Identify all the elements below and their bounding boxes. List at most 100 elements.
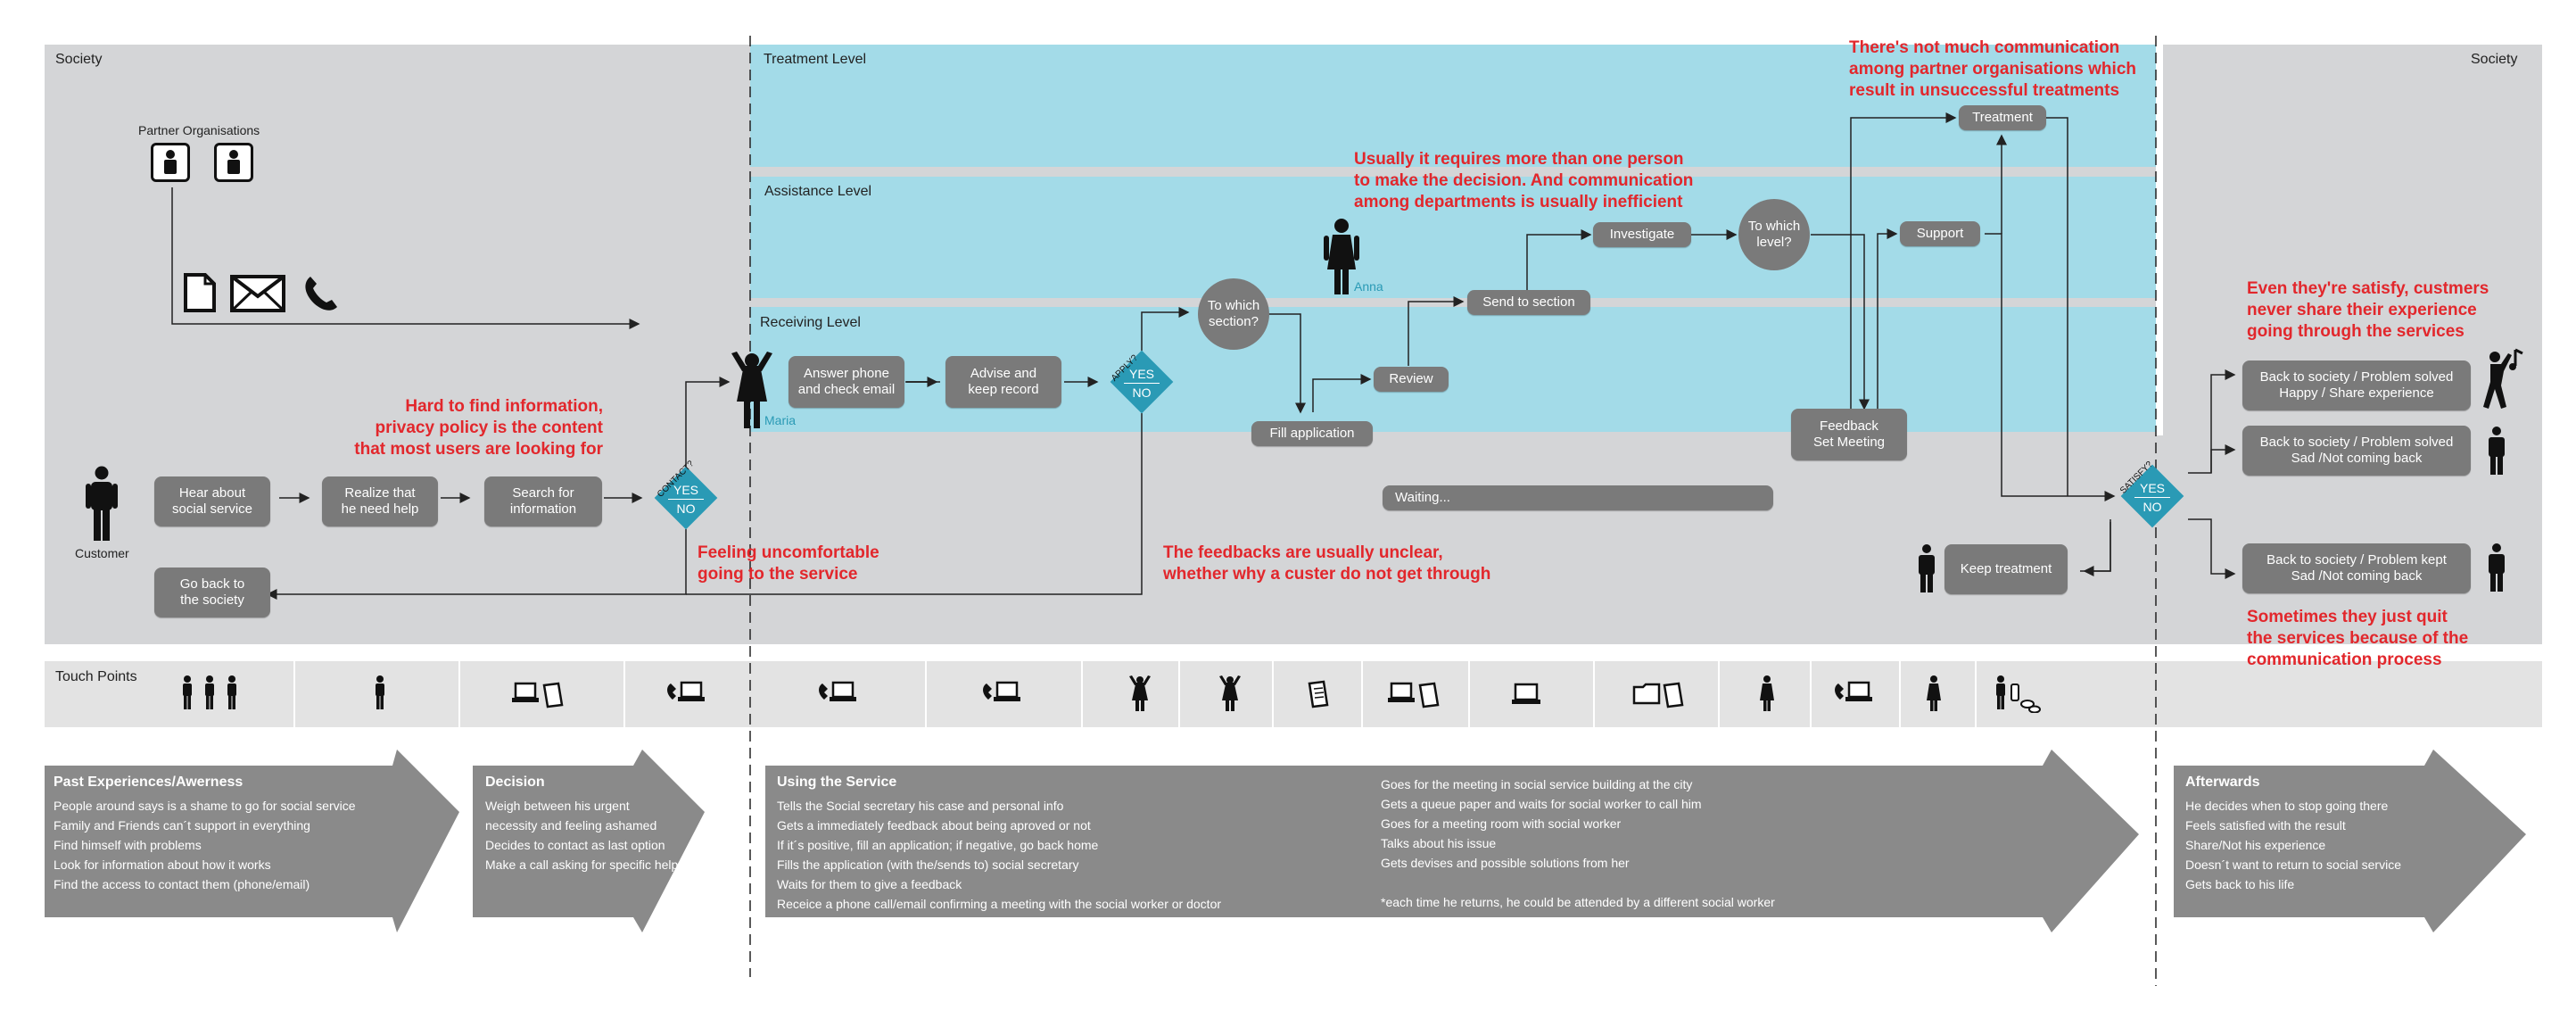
phase-using-footnote: *each time he returns, he could be atten… [1381,895,1775,909]
hear-about-text: Hear about social service [171,485,253,517]
outcome3-person-icon [2489,543,2505,592]
phase-using-item: Gets devises and possible solutions from… [1381,856,1630,870]
woman-icon-2 [1927,675,1941,711]
phase-after-item: Gets back to his life [2185,877,2295,891]
phase-using-item: Fills the application (with the/sends to… [777,857,1079,872]
annotation-uncomfortable: Feeling uncomfortable going to the servi… [698,543,879,584]
which-level-text: To which level? [1747,219,1801,250]
folder-document-icon [1632,682,1684,708]
phase-using-item: Gets a immediately feedback about being … [777,818,1091,833]
phase-using-item: Receice a phone call/email confirming a … [777,897,1222,911]
outcome2-person-icon [2489,427,2505,475]
annotation-quit: Sometimes they just quit the services be… [2247,608,2469,669]
laptop-icon [1512,683,1540,704]
phase-after-title: Afterwards [2185,775,2260,790]
phone-laptop-icon-2 [819,681,856,701]
outcome-sad-kept-node: Back to society / Problem kept Sad /Not … [2242,543,2471,593]
investigate-node: Investigate [1593,222,1691,247]
phase-past-item: Find the access to contact them (phone/e… [54,877,310,891]
outcome-sad-solved-node: Back to society / Problem solved Sad /No… [2242,426,2471,476]
assistance-level-label: Assistance Level [764,184,872,199]
envelope-icon [230,275,285,312]
document-icon [184,273,216,312]
search-text: Search for information [509,485,577,517]
person-medicine-icon [1996,675,2041,713]
answer-phone-text: Answer phone and check email [797,366,896,397]
apply-decision: APPLY? YES NO [1110,350,1174,414]
phase-using-item [1381,873,1775,892]
realize-text: Realize that he need help [341,485,419,517]
phase-after-item: Feels satisfied with the result [2185,818,2346,833]
advise-text: Advise and keep record [968,366,1039,397]
go-back-to-society-node: Go back to the society [154,567,270,617]
apply-no: NO [1132,385,1152,400]
annotation-never-share: Even they're satisfy, custmers never sha… [2247,279,2489,341]
phase-afterwards: Afterwards He decides when to stop going… [2185,775,2401,894]
receiving-level-label: Receiving Level [760,315,861,330]
send-to-section-text: Send to section [1482,294,1575,310]
which-level-circle: To which level? [1738,199,1810,270]
go-back-text: Go back to the society [179,576,245,608]
phase-using-service: Using the Service Tells the Social secre… [777,775,1221,914]
phase-using-item: Talks about his issue [1381,836,1497,850]
annotation-feedbacks-unclear: The feedbacks are usually unclear, wheth… [1163,543,1491,584]
phone-laptop-icon-4 [1835,681,1872,701]
keep-treatment-node: Keep treatment [1944,544,2068,594]
review-node: Review [1374,367,1449,392]
partner-org-icon-2 [214,143,253,182]
phase-using-item: Goes for a meeting room with social work… [1381,816,1622,831]
touch-points-label: Touch Points [55,669,137,684]
phase-using-item: Waits for them to give a feedback [777,877,962,891]
touch-points-band [45,661,2542,727]
which-section-circle: To which section? [1198,278,1269,350]
contact-no: NO [676,501,696,516]
laptop-document-icon [512,682,564,708]
people-group-icon [183,675,236,709]
partner-orgs-label: Partner Organisations [138,123,260,137]
keep-treatment-text: Keep treatment [1960,561,2052,576]
phase-past-title: Past Experiences/Awerness [54,775,244,790]
fill-application-text: Fill application [1269,426,1355,441]
laptop-document-icon-2 [1388,682,1440,708]
support-text: Support [1916,226,1964,241]
dancing-person-music-note-icon [2483,348,2523,409]
person-icon [376,675,384,709]
send-to-section-node: Send to section [1467,290,1590,315]
phase-past-experiences: Past Experiences/Awerness People around … [54,775,356,894]
phase-past-item: Find himself with problems [54,838,202,852]
apply-yes: YES [1128,367,1154,381]
feedback-set-meeting-node: Feedback Set Meeting [1791,409,1907,460]
maria-person-icon [731,352,772,428]
phase-after-item: Share/Not his experience [2185,838,2326,852]
phase-decision-item: Weigh between his urgent [485,799,630,813]
phase-after-item: He decides when to stop going there [2185,799,2389,813]
search-information-node: Search for information [484,476,602,526]
outcome-happy-node: Back to society / Problem solved Happy /… [2242,360,2471,410]
keep-treatment-person-icon [1919,544,1935,592]
phase-after-item: Doesn´t want to return to social service [2185,857,2401,872]
phone-icon [305,277,337,311]
anna-label: Anna [1354,279,1383,294]
anna-person-icon [1324,219,1359,294]
society-label-left: Society [55,52,103,67]
phase-decision: Decision Weigh between his urgent necess… [485,775,678,874]
phone-laptop-icon [667,681,705,701]
society-label-right: Society [2471,52,2518,67]
treatment-node: Treatment [1959,105,2046,130]
phase-past-item: Look for information about how it works [54,857,271,872]
feedback-text: Feedback Set Meeting [1812,418,1886,450]
investigate-text: Investigate [1609,227,1675,242]
phase-past-item: People around says is a shame to go for … [54,799,356,813]
phone-laptop-icon-3 [983,681,1020,701]
annotation-not-much-communication: There's not much communication among par… [1849,38,2136,100]
which-section-text: To which section? [1207,298,1260,329]
contact-decision: CONTACT? YES NO [654,459,718,530]
customer-person-icon [86,466,118,541]
satisfy-no: NO [2143,500,2162,514]
woman-arms-up-icon [1129,675,1151,711]
outcome1-text: Back to society / Problem solved Happy /… [2259,369,2454,401]
maria-label: Maria [764,413,797,427]
phase-decision-item: Make a call asking for specific help [485,857,679,872]
woman-arms-up-icon-2 [1219,675,1241,711]
